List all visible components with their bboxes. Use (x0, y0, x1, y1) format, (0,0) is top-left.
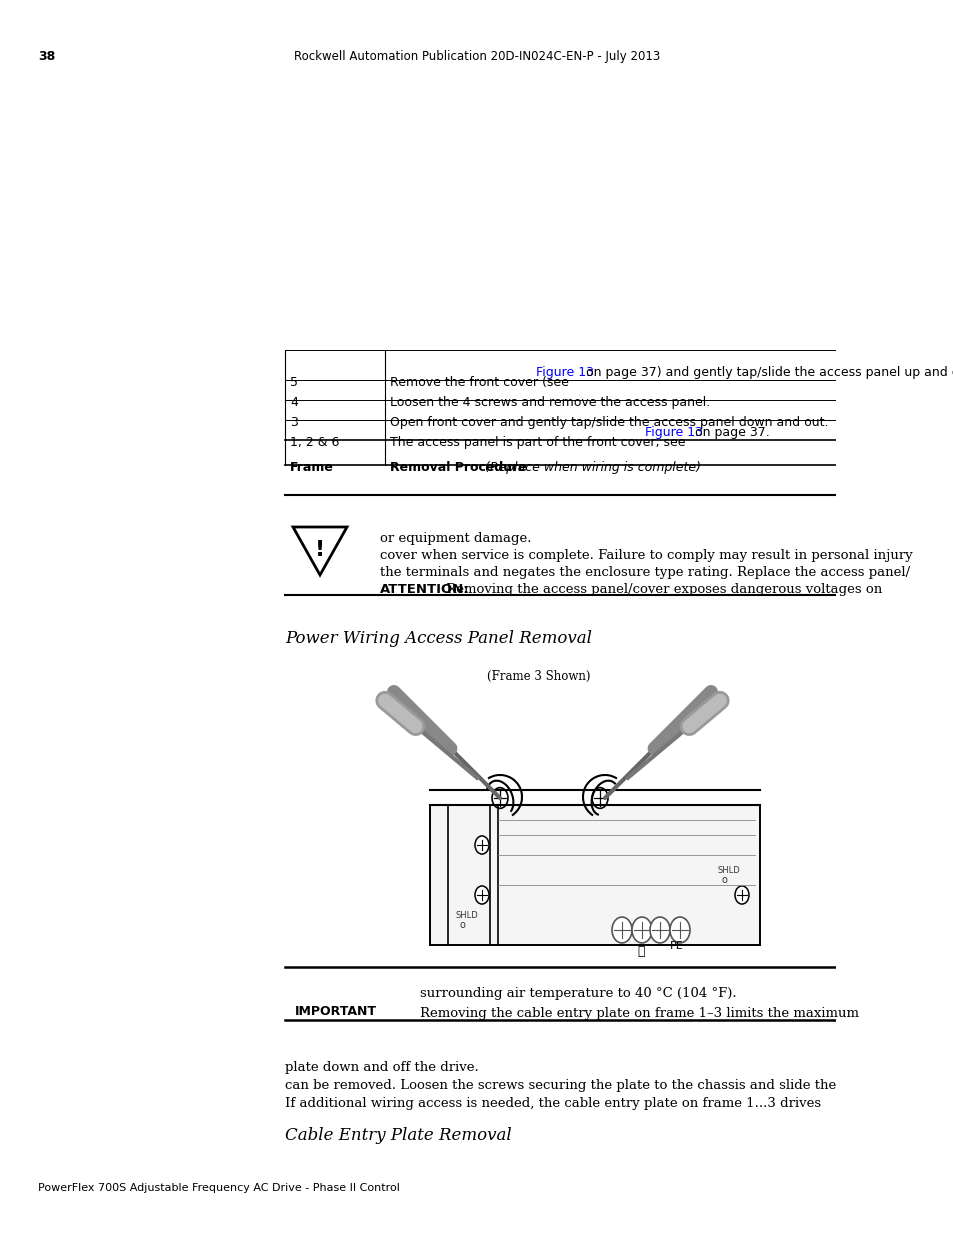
Text: Removing the access panel/cover exposes dangerous voltages on: Removing the access panel/cover exposes … (441, 583, 882, 597)
Text: 3: 3 (290, 416, 297, 429)
Text: SHLD: SHLD (456, 911, 478, 920)
Text: the terminals and negates the enclosure type rating. Replace the access panel/: the terminals and negates the enclosure … (379, 566, 909, 579)
Text: can be removed. Loosen the screws securing the plate to the chassis and slide th: can be removed. Loosen the screws securi… (285, 1079, 836, 1092)
Circle shape (475, 836, 489, 855)
Text: 5: 5 (290, 375, 297, 389)
Circle shape (649, 918, 669, 944)
Circle shape (492, 788, 507, 809)
Text: on page 37) and gently tap/slide the access panel up and out.: on page 37) and gently tap/slide the acc… (581, 366, 953, 379)
Text: Removing the cable entry plate on frame 1–3 limits the maximum: Removing the cable entry plate on frame … (419, 1007, 858, 1020)
Polygon shape (293, 527, 347, 576)
Text: If additional wiring access is needed, the cable entry plate on frame 1...3 driv: If additional wiring access is needed, t… (285, 1097, 821, 1110)
Text: Open front cover and gently tap/slide the access panel down and out.: Open front cover and gently tap/slide th… (390, 416, 827, 429)
Text: Rockwell Automation Publication 20D-IN024C-EN-P - July 2013: Rockwell Automation Publication 20D-IN02… (294, 49, 659, 63)
Text: (Replace when wiring is complete): (Replace when wiring is complete) (484, 461, 700, 474)
Text: Power Wiring Access Panel Removal: Power Wiring Access Panel Removal (285, 630, 592, 647)
Text: ATTENTION:: ATTENTION: (379, 583, 469, 597)
Text: Frame: Frame (290, 461, 334, 474)
Text: Figure 13: Figure 13 (644, 426, 702, 438)
Text: on page 37.: on page 37. (691, 426, 769, 438)
Text: The access panel is part of the front cover, see: The access panel is part of the front co… (390, 436, 689, 450)
Text: or equipment damage.: or equipment damage. (379, 532, 531, 545)
Text: IMPORTANT: IMPORTANT (294, 1005, 376, 1018)
Text: Cable Entry Plate Removal: Cable Entry Plate Removal (285, 1128, 511, 1144)
Text: 38: 38 (38, 49, 55, 63)
Circle shape (631, 918, 651, 944)
Text: SHLD: SHLD (718, 866, 740, 876)
Text: o: o (721, 876, 727, 885)
Text: Removal Procedure: Removal Procedure (390, 461, 531, 474)
Text: Figure 13: Figure 13 (535, 366, 593, 379)
Text: plate down and off the drive.: plate down and off the drive. (285, 1061, 478, 1074)
Text: PE: PE (669, 941, 683, 951)
Text: cover when service is complete. Failure to comply may result in personal injury: cover when service is complete. Failure … (379, 550, 912, 562)
Circle shape (592, 788, 607, 809)
Text: (Frame 3 Shown): (Frame 3 Shown) (486, 671, 590, 683)
Circle shape (612, 918, 631, 944)
Text: 1, 2 & 6: 1, 2 & 6 (290, 436, 339, 450)
Polygon shape (430, 805, 760, 945)
Text: Loosen the 4 screws and remove the access panel.: Loosen the 4 screws and remove the acces… (390, 396, 709, 409)
Text: ⏚: ⏚ (637, 945, 644, 958)
Text: !: ! (314, 540, 325, 559)
Circle shape (734, 885, 748, 904)
Text: PowerFlex 700S Adjustable Frequency AC Drive - Phase II Control: PowerFlex 700S Adjustable Frequency AC D… (38, 1183, 399, 1193)
Circle shape (669, 918, 689, 944)
Text: Remove the front cover (see: Remove the front cover (see (390, 375, 572, 389)
Text: o: o (459, 920, 465, 930)
Circle shape (475, 885, 489, 904)
Text: 4: 4 (290, 396, 297, 409)
Text: surrounding air temperature to 40 °C (104 °F).: surrounding air temperature to 40 °C (10… (419, 987, 736, 1000)
